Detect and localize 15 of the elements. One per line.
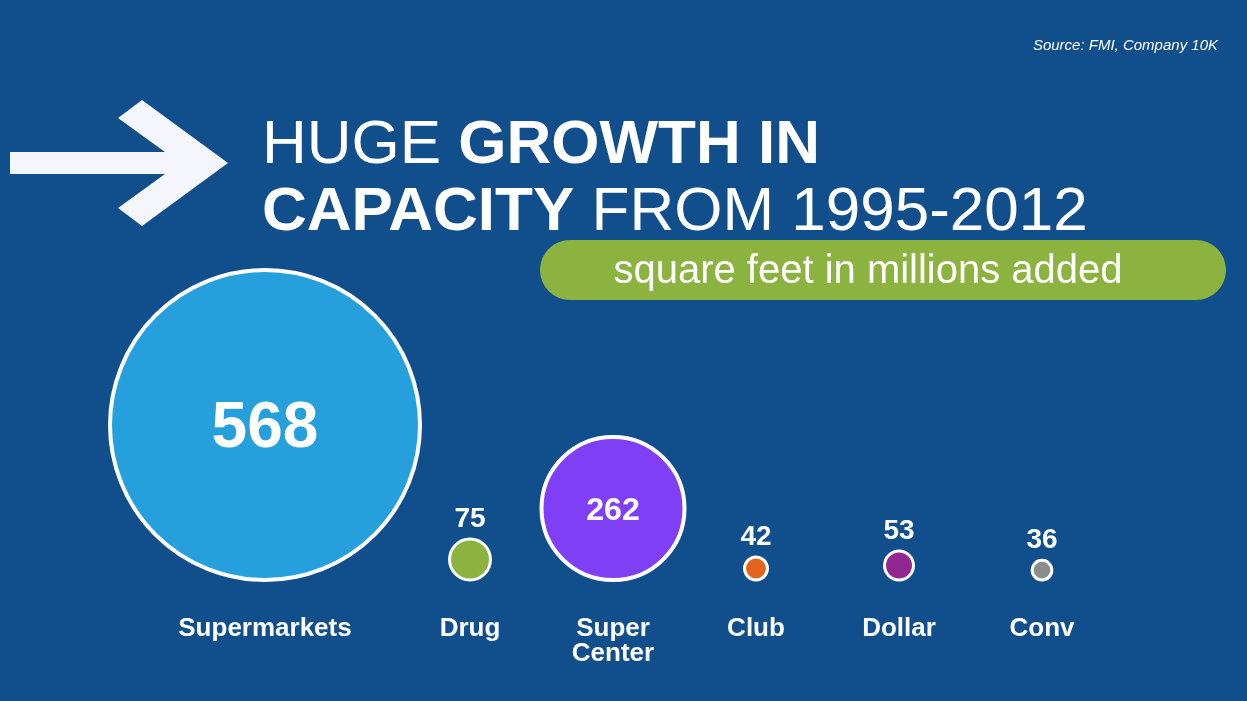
category-label: Club (727, 612, 785, 642)
text: square feet in millions added (613, 247, 1123, 291)
data-label: 568 (211, 389, 319, 461)
category-label: Conv (1009, 612, 1076, 642)
category-label: Super Center (571, 612, 655, 667)
category-label: Drug (439, 612, 501, 642)
source-note: Source: FMI, Company 10K (1032, 36, 1219, 53)
data-label: 53 (883, 514, 915, 546)
data-label: 262 (586, 490, 640, 527)
data-label: 42 (740, 520, 772, 552)
category-label: Dollar (862, 612, 936, 642)
data-label: 75 (454, 502, 486, 534)
chart-title: HUGE GROWTH IN CAPACITY FROM 1995-2012 (262, 107, 1088, 243)
category-label: Supermarkets (178, 612, 352, 642)
data-label: 36 (1026, 523, 1058, 555)
